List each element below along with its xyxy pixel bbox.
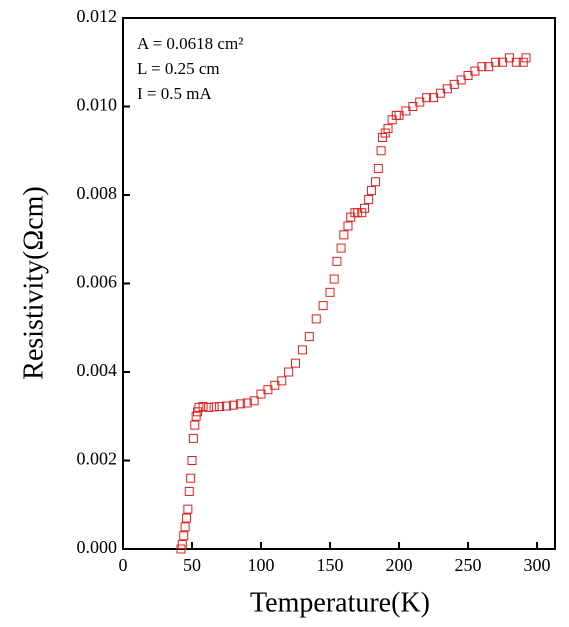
- data-point: [204, 402, 214, 412]
- data-point: [376, 146, 386, 156]
- data-point: [366, 186, 376, 196]
- data-point: [209, 402, 219, 412]
- data-point: [336, 243, 346, 253]
- data-point: [304, 332, 314, 342]
- data-point: [422, 93, 432, 103]
- y-tick-label: 0.000: [77, 537, 118, 557]
- data-point: [249, 396, 259, 406]
- data-point: [521, 53, 531, 63]
- y-tick-label: 0.012: [77, 6, 118, 26]
- annotation: L = 0.25 cm: [137, 59, 220, 78]
- data-point: [188, 433, 198, 443]
- data-point: [235, 399, 245, 409]
- x-tick-label: 250: [455, 555, 482, 575]
- data-point: [179, 531, 189, 541]
- data-point: [291, 358, 301, 368]
- annotation: A = 0.0618 cm²: [137, 34, 243, 53]
- data-point: [491, 57, 501, 67]
- data-point: [190, 420, 200, 430]
- data-point: [180, 522, 190, 532]
- data-point: [183, 504, 193, 514]
- data-point: [511, 57, 521, 67]
- y-tick-label: 0.008: [77, 183, 118, 203]
- data-point: [177, 540, 187, 550]
- data-point: [181, 513, 191, 523]
- data-point: [277, 376, 287, 386]
- y-tick-label: 0.010: [77, 95, 118, 115]
- x-axis-label: Temperature(K): [250, 587, 430, 618]
- data-point: [371, 177, 381, 187]
- y-axis-label: Resistivity(Ωcm): [18, 186, 49, 379]
- y-tick-label: 0.004: [77, 360, 118, 380]
- data-point: [325, 287, 335, 297]
- data-point: [284, 367, 294, 377]
- data-point: [297, 345, 307, 355]
- data-point: [184, 486, 194, 496]
- data-point: [242, 398, 252, 408]
- y-tick-label: 0.002: [77, 449, 118, 469]
- data-point: [339, 230, 349, 240]
- x-tick-label: 100: [248, 555, 275, 575]
- annotation: I = 0.5 mA: [137, 84, 212, 103]
- x-tick-label: 0: [119, 555, 128, 575]
- data-point: [198, 402, 208, 412]
- data-point: [186, 473, 196, 483]
- data-point: [343, 221, 353, 231]
- data-point: [187, 456, 197, 465]
- data-point: [228, 400, 238, 410]
- x-tick-label: 200: [386, 555, 413, 575]
- data-point: [329, 274, 339, 284]
- x-tick-label: 300: [524, 555, 551, 575]
- data-point: [383, 124, 393, 134]
- data-point: [477, 62, 487, 72]
- x-tick-label: 50: [183, 555, 201, 575]
- data-point: [311, 314, 321, 324]
- data-point: [222, 401, 232, 411]
- y-tick-label: 0.006: [77, 272, 118, 292]
- x-tick-label: 150: [317, 555, 344, 575]
- data-point: [318, 301, 328, 311]
- data-point: [332, 256, 342, 266]
- data-point: [373, 163, 383, 173]
- data-point: [364, 194, 374, 204]
- data-point: [360, 203, 370, 213]
- data-point: [215, 402, 225, 412]
